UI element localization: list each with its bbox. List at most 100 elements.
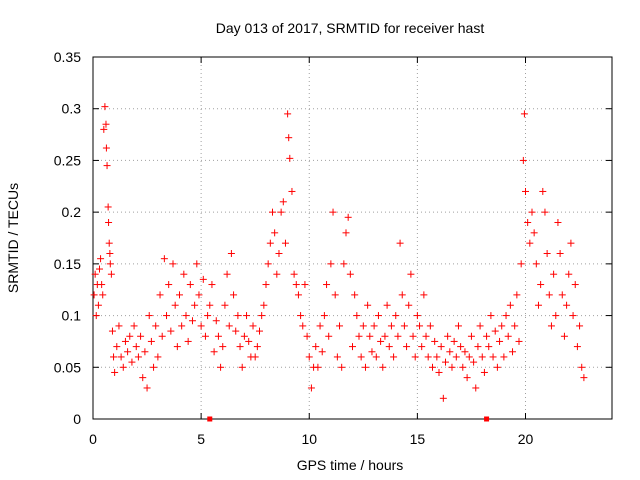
data-point bbox=[522, 187, 529, 195]
data-point bbox=[437, 343, 445, 351]
data-point bbox=[520, 110, 528, 118]
data-points bbox=[90, 103, 588, 422]
data-point bbox=[124, 348, 132, 356]
data-point bbox=[429, 363, 437, 371]
data-point bbox=[463, 374, 471, 382]
data-point bbox=[292, 281, 300, 289]
data-point bbox=[556, 250, 564, 258]
data-point bbox=[558, 291, 566, 299]
data-point bbox=[485, 343, 493, 351]
data-point bbox=[394, 332, 402, 340]
data-point bbox=[329, 208, 337, 216]
data-point bbox=[409, 332, 417, 340]
data-point bbox=[275, 250, 283, 258]
data-point bbox=[325, 332, 333, 340]
y-tick-label: 0.1 bbox=[62, 308, 82, 324]
data-point bbox=[180, 270, 188, 278]
data-point bbox=[199, 275, 207, 283]
data-point bbox=[431, 337, 439, 345]
data-point bbox=[509, 348, 517, 356]
data-point bbox=[416, 322, 424, 330]
data-point bbox=[379, 363, 387, 371]
data-point bbox=[273, 270, 281, 278]
data-point bbox=[578, 363, 586, 371]
data-point bbox=[130, 322, 138, 330]
y-tick-label: 0.3 bbox=[62, 101, 82, 117]
y-tick-label: 0.35 bbox=[54, 49, 81, 65]
x-tick-label: 20 bbox=[518, 431, 534, 447]
data-point bbox=[171, 301, 179, 309]
data-point bbox=[165, 281, 173, 289]
data-point bbox=[288, 187, 296, 195]
data-point bbox=[569, 312, 577, 320]
data-point bbox=[400, 322, 408, 330]
data-point bbox=[121, 337, 129, 345]
data-point bbox=[526, 239, 534, 247]
data-point bbox=[193, 260, 201, 268]
data-point bbox=[580, 374, 588, 382]
data-point bbox=[573, 343, 581, 351]
data-point bbox=[545, 291, 553, 299]
y-tick-label: 0 bbox=[73, 411, 81, 427]
data-point bbox=[506, 301, 514, 309]
data-point bbox=[448, 363, 456, 371]
data-point bbox=[480, 368, 488, 376]
data-point bbox=[92, 312, 100, 320]
plot-frame bbox=[92, 56, 613, 420]
x-tick-label: 10 bbox=[301, 431, 317, 447]
data-point bbox=[547, 322, 555, 330]
data-point bbox=[184, 337, 192, 345]
data-point bbox=[253, 343, 261, 351]
data-point bbox=[268, 208, 276, 216]
data-point bbox=[539, 187, 547, 195]
data-point bbox=[478, 353, 486, 361]
data-point bbox=[359, 322, 367, 330]
data-point bbox=[230, 291, 238, 299]
data-point bbox=[223, 270, 231, 278]
data-point bbox=[101, 103, 109, 111]
x-tick-label: 0 bbox=[89, 431, 97, 447]
data-point bbox=[115, 322, 123, 330]
data-point bbox=[327, 260, 335, 268]
data-point bbox=[119, 363, 127, 371]
data-point bbox=[323, 281, 331, 289]
grid-lines bbox=[93, 57, 612, 419]
data-point bbox=[147, 337, 155, 345]
data-point bbox=[197, 322, 205, 330]
data-point bbox=[154, 353, 162, 361]
data-point bbox=[467, 332, 475, 340]
data-point bbox=[132, 343, 140, 351]
data-point bbox=[262, 281, 270, 289]
data-point bbox=[182, 312, 190, 320]
data-point bbox=[238, 363, 246, 371]
data-point bbox=[461, 348, 469, 356]
data-point bbox=[141, 348, 149, 356]
data-point bbox=[284, 110, 292, 118]
data-point bbox=[385, 343, 393, 351]
data-point bbox=[368, 348, 376, 356]
data-point bbox=[491, 327, 499, 335]
data-point bbox=[232, 327, 240, 335]
y-tick-label: 0.25 bbox=[54, 152, 81, 168]
data-point bbox=[550, 270, 558, 278]
data-point bbox=[349, 343, 356, 351]
data-point bbox=[320, 312, 328, 320]
data-point bbox=[374, 312, 382, 320]
data-point bbox=[113, 343, 121, 351]
data-point bbox=[214, 332, 222, 340]
data-point bbox=[281, 239, 289, 247]
data-point bbox=[420, 291, 428, 299]
data-point bbox=[97, 255, 105, 263]
data-point bbox=[90, 291, 98, 299]
data-point bbox=[243, 312, 251, 320]
data-point bbox=[305, 353, 313, 361]
data-point bbox=[312, 343, 320, 351]
x-tick-label: 5 bbox=[197, 431, 205, 447]
data-point bbox=[534, 301, 542, 309]
data-point bbox=[336, 322, 344, 330]
x-tick-label: 15 bbox=[410, 431, 426, 447]
data-point bbox=[502, 312, 510, 320]
data-point bbox=[422, 332, 430, 340]
data-point bbox=[498, 322, 506, 330]
data-point bbox=[340, 260, 348, 268]
